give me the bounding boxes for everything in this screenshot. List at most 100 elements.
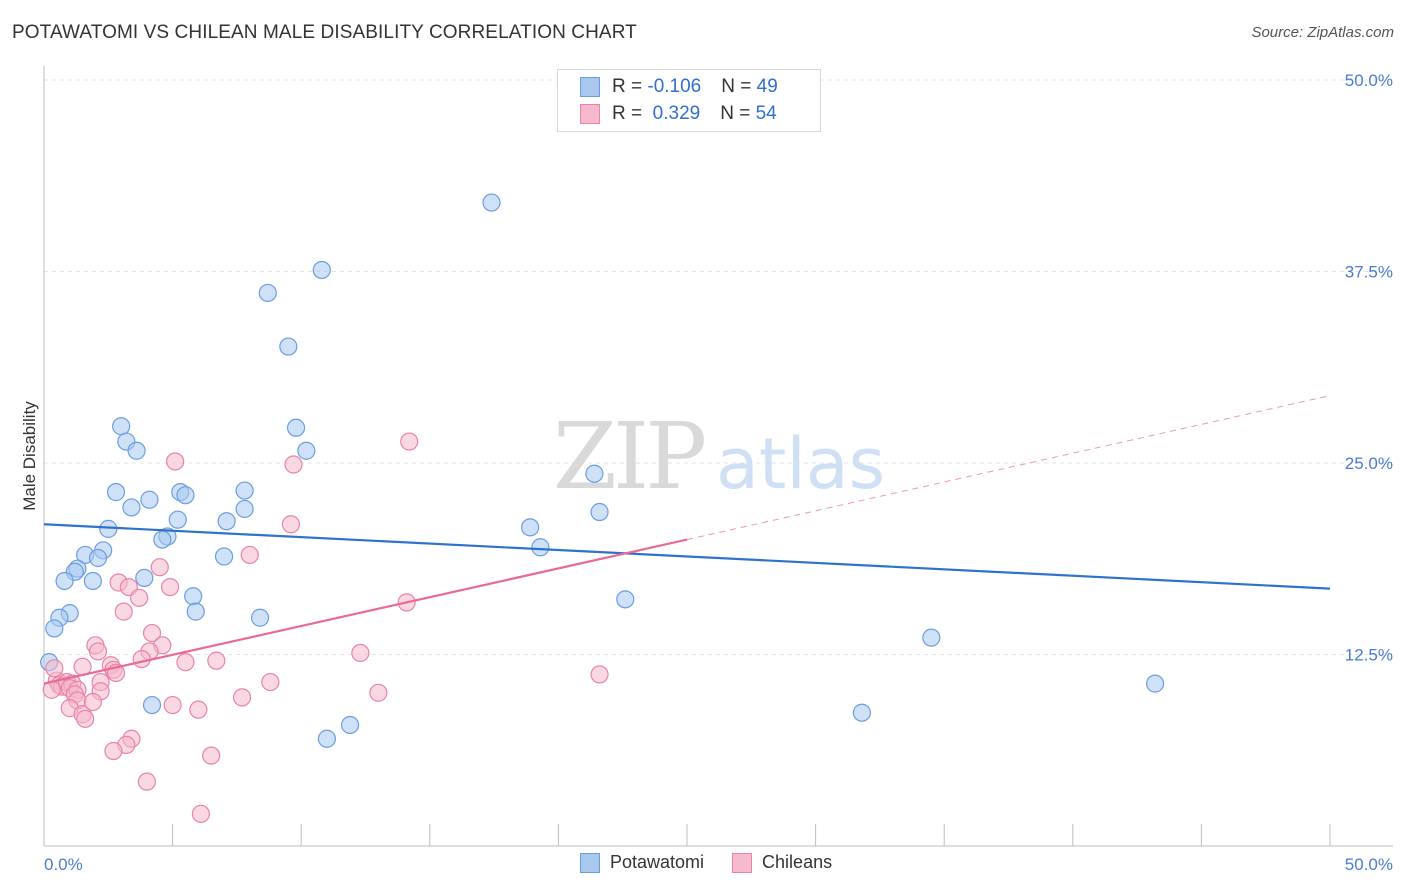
potawatomi-point: [531, 538, 550, 557]
potawatomi-point: [340, 715, 360, 735]
chileans-point: [132, 649, 151, 669]
grid-lines: [44, 79, 1393, 655]
chileans-point: [88, 642, 108, 661]
potawatomi-point: [286, 418, 306, 437]
potawatomi-point: [235, 499, 254, 519]
potawatomi-point: [127, 441, 146, 460]
potawatomi-point: [235, 481, 254, 500]
potawatomi-point: [112, 417, 131, 436]
legend-row-chileans: R = 0.329 N = 54: [580, 102, 777, 126]
chileans-point: [351, 643, 370, 663]
potawatomi-point: [186, 602, 205, 621]
potawatomi-point: [258, 283, 277, 303]
chileans-point: [166, 452, 185, 471]
chileans-trend-line: [43, 538, 688, 685]
legend-r-value: -0.106: [647, 76, 702, 97]
y-tick-label: 12.5%: [1345, 646, 1393, 665]
potawatomi-point: [184, 587, 203, 606]
legend-n-label: N =: [720, 103, 756, 124]
potawatomi-point: [297, 441, 316, 460]
watermark-zip: ZIP: [553, 403, 704, 510]
chileans-point: [76, 709, 95, 728]
legend-swatch-blue: [580, 852, 600, 873]
potawatomi-point: [135, 568, 154, 588]
potawatomi-point: [312, 260, 331, 280]
legend-n-value: 49: [756, 76, 778, 97]
potawatomi-point: [482, 193, 501, 212]
potawatomi-point: [153, 530, 172, 549]
potawatomi-point: [122, 498, 141, 517]
chileans-point: [232, 688, 252, 707]
x-tick-label-max: 50.0%: [1345, 855, 1393, 874]
chileans-point: [400, 432, 419, 451]
potawatomi-point: [176, 486, 195, 505]
watermark-atlas: atlas: [716, 423, 885, 505]
series-legend: Potawatomi Chileans: [580, 852, 860, 873]
chileans-point: [163, 695, 182, 715]
chileans-point: [83, 692, 102, 712]
trend-lines: [43, 395, 1331, 685]
chileans-point: [207, 651, 226, 670]
legend-r-label: R =: [612, 103, 648, 124]
chileans-point: [150, 558, 169, 577]
potawatomi-point: [317, 729, 337, 748]
data-points: [40, 193, 1165, 823]
y-tick-labels: 12.5% 25.0% 37.5% 50.0%: [1345, 71, 1393, 665]
potawatomi-point: [88, 548, 108, 568]
potawatomi-point: [616, 590, 635, 609]
y-tick-label: 50.0%: [1345, 71, 1393, 90]
source-label: Source: ZipAtlas.com: [1251, 24, 1394, 41]
potawatomi-point: [852, 703, 871, 722]
legend-row-potawatomi: R = -0.106 N = 49: [580, 75, 778, 99]
chileans-point: [189, 700, 208, 719]
potawatomi-point: [83, 571, 102, 591]
y-axis-label: Male Disability: [20, 401, 39, 511]
chileans-point: [114, 602, 133, 621]
potawatomi-point: [106, 483, 126, 502]
potawatomi-point: [922, 628, 941, 647]
legend-r-value: 0.329: [647, 103, 701, 124]
potawatomi-point: [217, 512, 236, 531]
legend-label-potawatomi: Potawatomi: [610, 852, 705, 872]
legend-swatch-pink: [580, 104, 600, 124]
potawatomi-point: [521, 518, 540, 537]
legend-swatch-pink: [732, 852, 753, 873]
potawatomi-point: [585, 464, 604, 483]
chileans-point: [142, 623, 162, 643]
chart-title: POTAWATOMI VS CHILEAN MALE DISABILITY CO…: [12, 22, 637, 43]
chileans-point: [590, 665, 609, 684]
legend-r-label: R =: [612, 76, 648, 97]
chileans-point: [137, 772, 156, 791]
potawatomi-point: [590, 502, 609, 522]
legend-n-label: N =: [721, 76, 757, 97]
legend-swatch-blue: [580, 77, 600, 97]
legend-n-value: 54: [755, 103, 777, 124]
potawatomi-point: [214, 547, 234, 566]
chileans-point: [284, 455, 303, 474]
chileans-point: [261, 672, 280, 692]
chileans-point: [202, 746, 221, 765]
chileans-point: [104, 741, 123, 761]
potawatomi-point: [55, 571, 74, 591]
potawatomi-point: [168, 510, 187, 529]
y-tick-label: 37.5%: [1345, 263, 1393, 282]
stats-legend: R = -0.106 N = 49 R = 0.329 N = 54: [557, 69, 821, 132]
axes: [43, 66, 1393, 847]
potawatomi-point: [45, 619, 64, 638]
potawatomi-point: [140, 490, 159, 509]
potawatomi-trend-line: [43, 523, 1331, 590]
y-tick-label: 25.0%: [1345, 454, 1393, 473]
legend-label-chileans: Chileans: [762, 852, 833, 872]
chileans-point: [369, 683, 388, 702]
chileans-point: [176, 653, 195, 672]
x-tick-label-min: 0.0%: [44, 855, 83, 874]
potawatomi-point: [142, 695, 162, 715]
legend-item-potawatomi[interactable]: Potawatomi: [580, 852, 704, 873]
watermark: ZIP atlas: [553, 403, 885, 510]
chileans-point: [45, 659, 64, 678]
chileans-point: [191, 804, 210, 823]
potawatomi-point: [250, 608, 270, 627]
chileans-point: [240, 545, 259, 565]
legend-item-chileans[interactable]: Chileans: [732, 852, 832, 873]
